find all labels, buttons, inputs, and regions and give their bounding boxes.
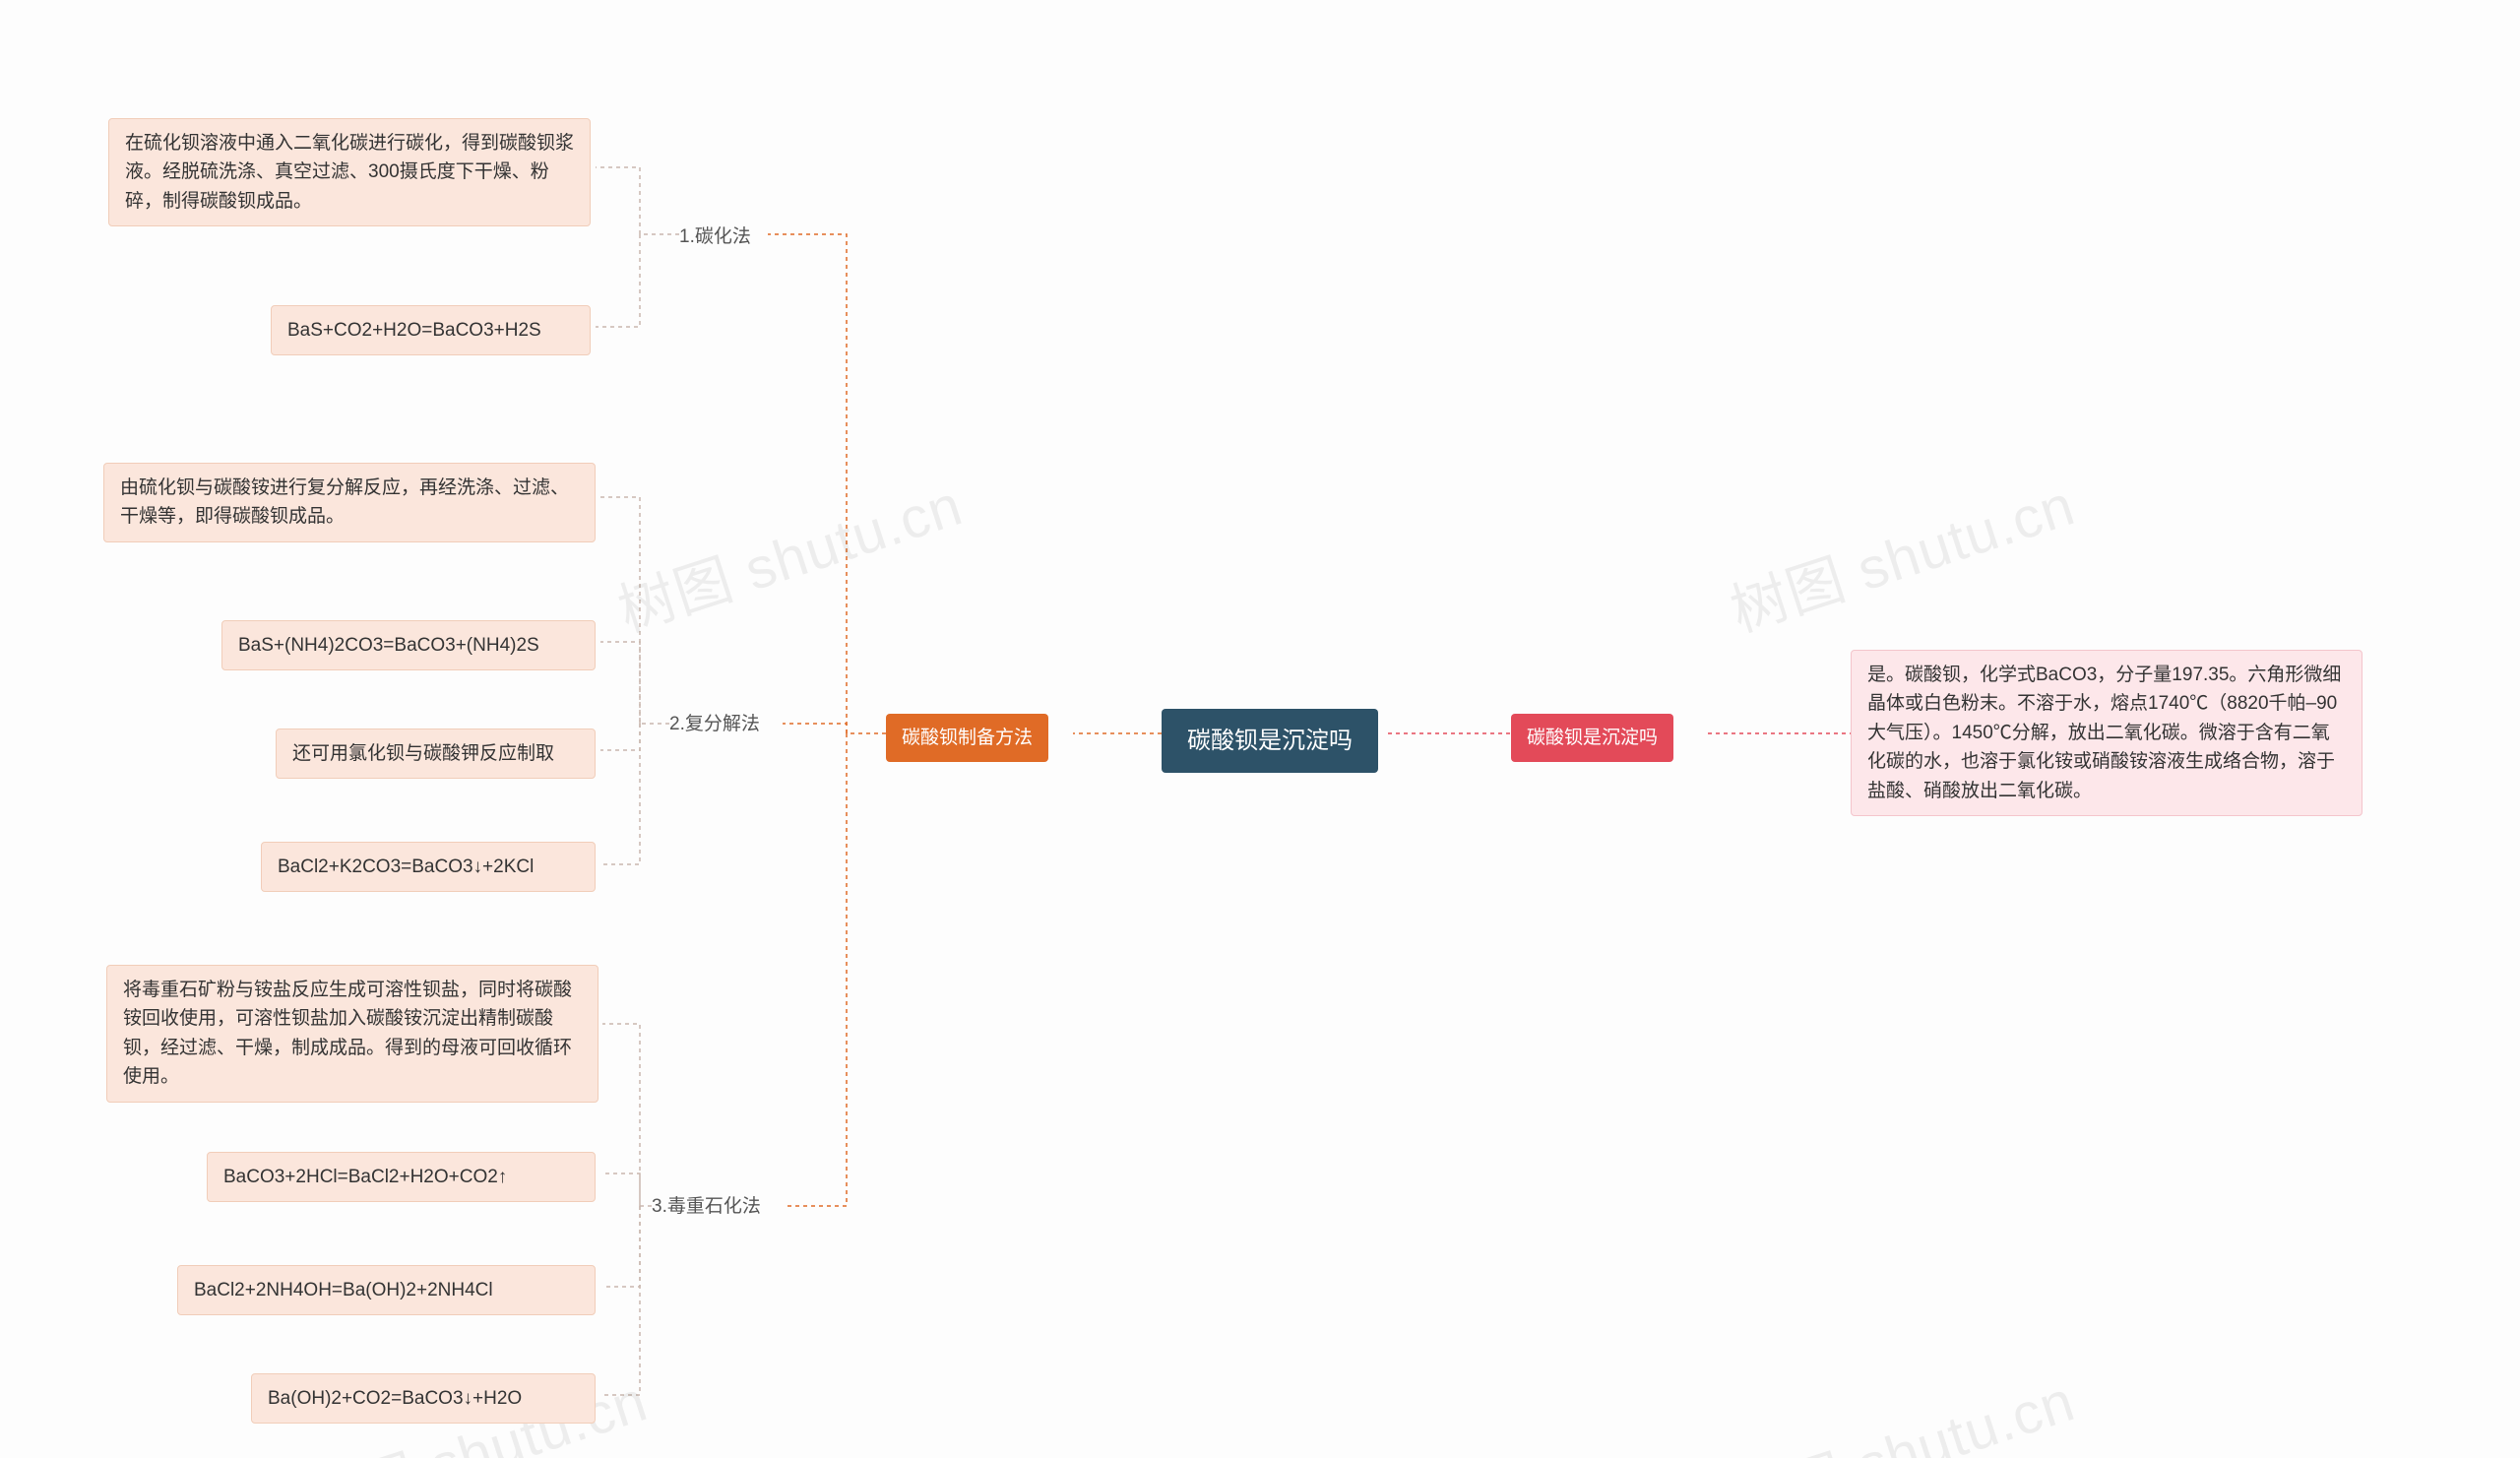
method-2-leaf-3: BaCl2+K2CO3=BaCO3↓+2KCl: [261, 842, 596, 892]
method-1-label: 1.碳化法: [679, 222, 751, 248]
method-3-leaf-0: 将毒重石矿粉与铵盐反应生成可溶性钡盐，同时将碳酸铵回收使用，可溶性钡盐加入碳酸铵…: [106, 965, 598, 1103]
method-2-leaf-0: 由硫化钡与碳酸铵进行复分解反应，再经洗涤、过滤、干燥等，即得碳酸钡成品。: [103, 463, 596, 542]
watermark: 树图 shutu.cn: [1719, 1355, 2084, 1458]
branch-methods: 碳酸钡制备方法: [886, 714, 1048, 762]
method-3-leaf-2: BaCl2+2NH4OH=Ba(OH)2+2NH4Cl: [177, 1265, 596, 1315]
branch-question: 碳酸钡是沉淀吗: [1511, 714, 1673, 762]
method-2-leaf-2: 还可用氯化钡与碳酸钾反应制取: [276, 729, 596, 779]
method-1-leaf-0: 在硫化钡溶液中通入二氧化碳进行碳化，得到碳酸钡浆液。经脱硫洗涤、真空过滤、300…: [108, 118, 591, 226]
method-3-leaf-1: BaCO3+2HCl=BaCl2+H2O+CO2↑: [207, 1152, 596, 1202]
watermark: 树图 shutu.cn: [1719, 459, 2084, 648]
method-1-leaf-1: BaS+CO2+H2O=BaCO3+H2S: [271, 305, 591, 355]
method-2-label: 2.复分解法: [669, 709, 760, 735]
method-2-leaf-1: BaS+(NH4)2CO3=BaCO3+(NH4)2S: [221, 620, 596, 670]
answer-leaf: 是。碳酸钡，化学式BaCO3，分子量197.35。六角形微细晶体或白色粉末。不溶…: [1851, 650, 2362, 816]
method-3-leaf-3: Ba(OH)2+CO2=BaCO3↓+H2O: [251, 1373, 596, 1424]
watermark: 树图 shutu.cn: [606, 459, 972, 648]
method-3-label: 3.毒重石化法: [652, 1191, 761, 1218]
root-node: 碳酸钡是沉淀吗: [1162, 709, 1378, 773]
